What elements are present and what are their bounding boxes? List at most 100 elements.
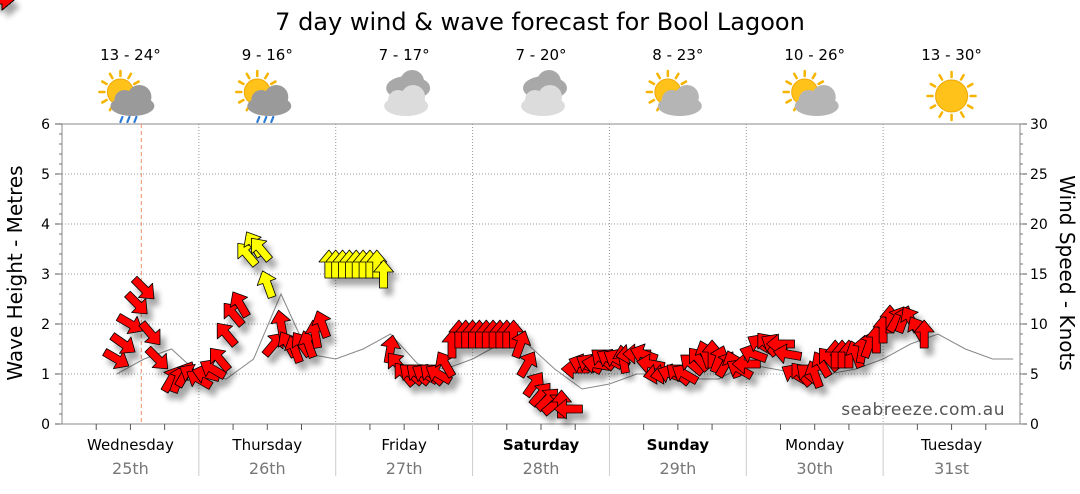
sun-ray: [785, 80, 793, 86]
wind-arrow: [311, 310, 332, 339]
sun-cloud-icon: [645, 69, 702, 116]
rain-drop: [263, 115, 268, 124]
wind-arrow: [138, 320, 161, 346]
wind-arrow: [251, 237, 273, 263]
wind-arrow: [913, 319, 935, 349]
sun-ray: [929, 82, 937, 88]
day-temperature: 13 - 30°: [921, 46, 982, 64]
day-date: 26th: [249, 459, 286, 478]
wind-arrow: [124, 290, 148, 315]
wind-arrows: [0, 0, 935, 420]
wind-arrow: [256, 270, 277, 299]
day-temperature: 13 - 24°: [100, 46, 161, 64]
sun-ray: [269, 80, 277, 86]
cloud-puff: [674, 85, 699, 109]
day-name: Friday: [381, 436, 427, 454]
watermark: seabreeze.com.au: [841, 400, 1005, 420]
y2-axis-label: Wind Speed - Knots: [1055, 175, 1079, 371]
day-date: 28th: [523, 459, 560, 478]
y2-tick-label: 10: [1030, 317, 1048, 333]
sun-ray: [817, 80, 825, 86]
y2-tick-label: 5: [1030, 367, 1039, 383]
wind-arrow: [144, 345, 169, 370]
sun-ray: [959, 73, 965, 81]
sun-ray: [108, 72, 114, 80]
day-temperature: 7 - 20°: [515, 46, 566, 64]
sun-disc: [935, 79, 969, 113]
day-date: 29th: [659, 459, 696, 478]
wind-arrow: [210, 347, 232, 373]
sun-ray: [245, 72, 251, 80]
sun-ray: [966, 104, 974, 110]
wind-arrow: [516, 351, 538, 379]
day-date: 30th: [796, 459, 833, 478]
rain-drop: [119, 115, 124, 124]
y2-tick-label: 30: [1030, 117, 1048, 133]
sun-ray: [127, 72, 133, 80]
sun-ray: [264, 72, 270, 80]
grid: 0 1 2 3 4 5 6 0 5 10 15 20 25 30 Wednesday 25th 13 - 24°…: [41, 46, 1048, 478]
wind-arrow: [229, 291, 251, 319]
sun-ray: [648, 98, 656, 104]
sun-ray: [237, 80, 245, 86]
wind-arrow: [216, 322, 239, 348]
cloud-puff: [401, 85, 426, 109]
day-name: Tuesday: [920, 436, 982, 454]
wind-arrow: [130, 275, 155, 300]
sun-ray: [929, 104, 937, 110]
y2-tick-label: 15: [1030, 267, 1048, 283]
sun-ray: [966, 82, 974, 88]
sun-ray: [648, 80, 656, 86]
cloud-puff: [127, 85, 152, 109]
day-temperature: 9 - 16°: [242, 46, 293, 64]
sun-ray: [674, 72, 680, 80]
wind-arrow: [109, 332, 136, 354]
day-temperature: 7 - 17°: [379, 46, 430, 64]
chart-title: 7 day wind & wave forecast for Bool Lago…: [275, 8, 805, 36]
rain-drop: [126, 115, 131, 124]
y-tick-label: 5: [41, 167, 50, 183]
y2-tick-label: 20: [1030, 217, 1048, 233]
sun-ray: [133, 80, 140, 86]
y-tick-label: 4: [41, 217, 50, 233]
y2-tick-label: 0: [1030, 417, 1039, 433]
rain-drop: [270, 115, 275, 124]
wind-arrow: [773, 343, 803, 364]
wind-arrow: [522, 372, 544, 399]
sun-ray: [680, 80, 688, 86]
cloud-puff: [538, 85, 562, 109]
cloud-puff: [264, 85, 289, 109]
cloud-icon: [384, 70, 431, 116]
rain-drop: [256, 115, 261, 124]
wind-arrow: [115, 313, 143, 335]
wind-arrow: [554, 398, 583, 420]
sun-ray: [938, 73, 944, 81]
day-name: Thursday: [231, 436, 302, 454]
day-temperature: 10 - 26°: [784, 46, 845, 64]
y-tick-label: 1: [41, 367, 50, 383]
sun-icon: [926, 70, 977, 122]
wind-arrow: [630, 343, 659, 364]
sun-cloud-rain-icon: [98, 69, 155, 124]
sun-ray: [237, 98, 245, 104]
day-date: 27th: [386, 459, 423, 478]
day-date: 25th: [112, 459, 149, 478]
sun-ray: [785, 98, 793, 104]
day-name: Saturday: [503, 436, 580, 454]
sun-ray: [811, 72, 817, 80]
day-name: Sunday: [647, 436, 710, 454]
sun-ray: [100, 80, 108, 86]
y-tick-label: 2: [41, 317, 50, 333]
day-name: Wednesday: [87, 436, 174, 454]
y-tick-label: 6: [41, 117, 50, 133]
y-tick-label: 0: [41, 417, 50, 433]
day-date: 31st: [934, 459, 969, 478]
sun-ray: [656, 72, 662, 80]
y-axis-label: Wave Height - Metres: [3, 165, 27, 380]
y-tick-label: 3: [41, 267, 50, 283]
sun-cloud-icon: [782, 69, 839, 116]
sun-ray: [100, 98, 108, 104]
sun-cloud-rain-icon: [235, 69, 292, 124]
